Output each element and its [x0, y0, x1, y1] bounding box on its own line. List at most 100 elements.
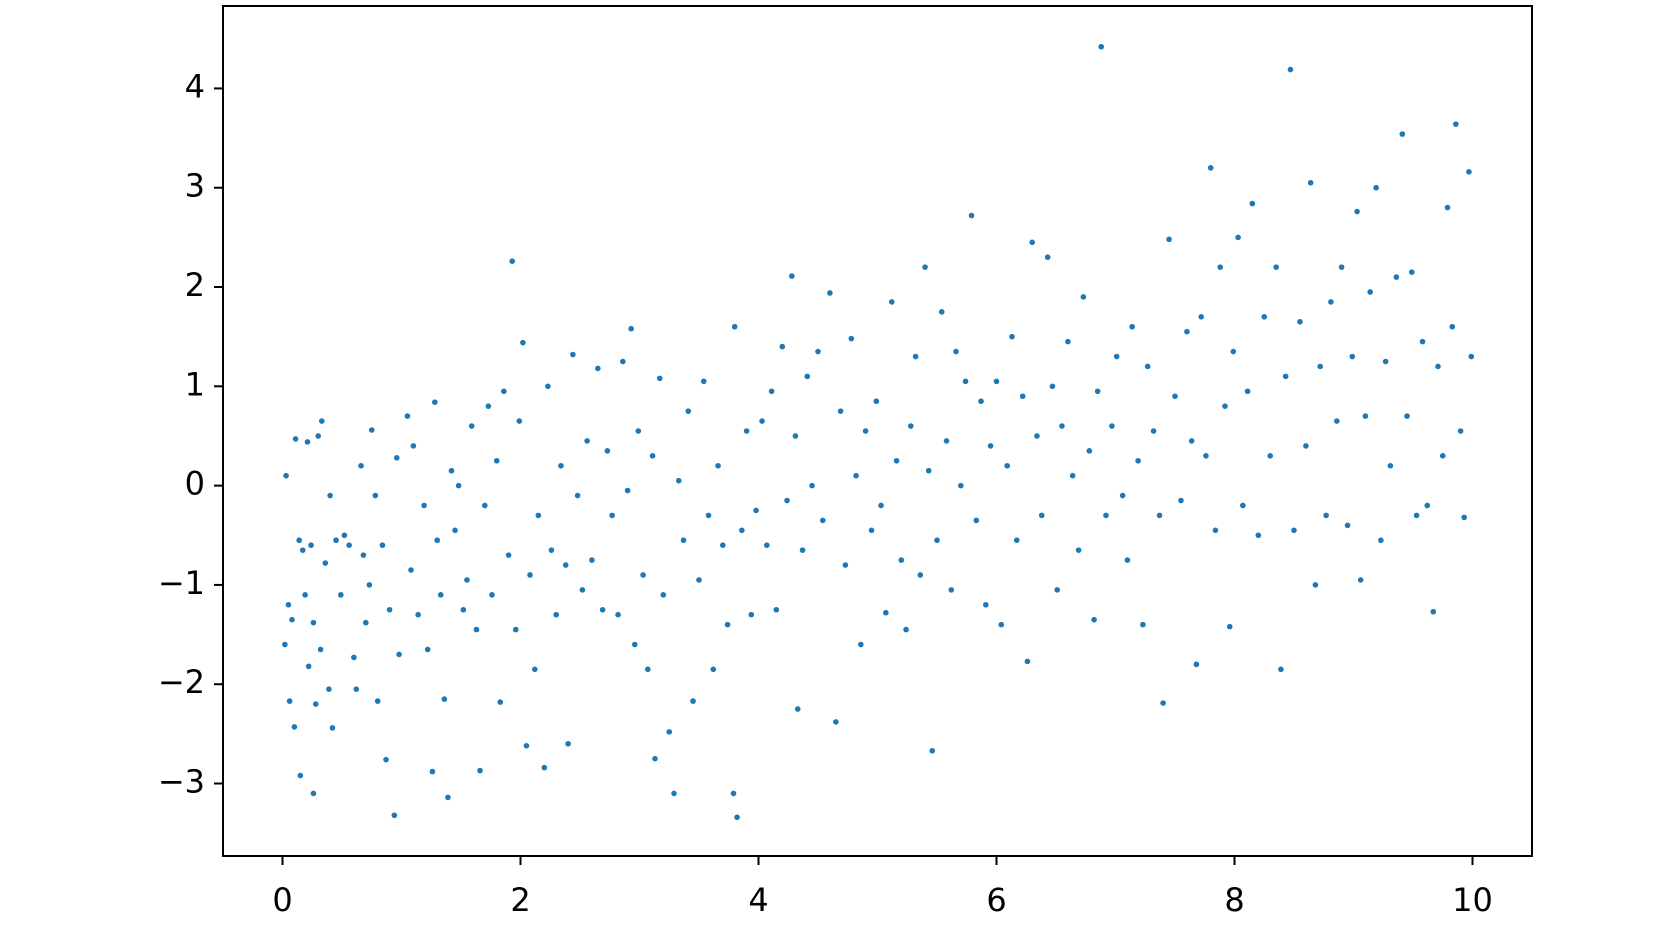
scatter-point — [724, 621, 731, 628]
scatter-point — [1387, 462, 1394, 469]
scatter-point — [1207, 165, 1214, 171]
scatter-point — [1409, 269, 1415, 275]
scatter-point — [1160, 700, 1166, 706]
scatter-point — [903, 626, 909, 633]
scatter-point — [1198, 314, 1204, 320]
scatter-point — [1282, 373, 1289, 380]
scatter-point — [948, 587, 955, 593]
scatter-point — [1261, 314, 1268, 320]
scatter-point — [968, 212, 975, 219]
scatter-point — [448, 467, 455, 474]
scatter-point — [1334, 418, 1340, 424]
scatter-point — [527, 572, 533, 578]
scatter-point — [304, 439, 311, 445]
scatter-point — [1172, 393, 1178, 400]
scatter-point — [1244, 388, 1251, 395]
scatter-point — [1291, 527, 1297, 534]
scatter-point — [631, 641, 638, 648]
scatter-point — [1303, 443, 1309, 449]
scatter-point — [1393, 274, 1400, 280]
scatter-point — [327, 492, 333, 499]
scatter-point — [604, 448, 611, 454]
scatter-point — [393, 455, 400, 461]
scatter-point — [1119, 492, 1126, 499]
scatter-point — [809, 482, 815, 489]
scatter-point — [853, 472, 859, 479]
scatter-point — [512, 626, 519, 633]
scatter-point — [888, 299, 895, 305]
scatter-point — [305, 663, 312, 670]
scatter-point — [1222, 403, 1228, 409]
scatter-point — [1135, 457, 1141, 464]
scatter-point — [535, 512, 542, 519]
scatter-point — [497, 699, 504, 705]
scatter-point — [1328, 299, 1334, 305]
scatter-point — [624, 487, 631, 494]
scatter-point — [545, 383, 551, 390]
scatter-point — [485, 403, 492, 409]
scatter-point — [505, 552, 512, 558]
plot-frame — [222, 5, 1533, 857]
scatter-point — [1404, 413, 1410, 419]
x-tick-label: 0 — [272, 881, 292, 919]
scatter-point — [730, 790, 737, 797]
scatter-point — [1273, 264, 1279, 270]
scatter-point — [1103, 512, 1109, 519]
scatter-point — [520, 339, 526, 346]
scatter-point — [1453, 121, 1459, 127]
scatter-point — [1184, 328, 1190, 335]
scatter-point — [609, 512, 615, 519]
scatter-point — [368, 427, 375, 433]
scatter-point — [878, 502, 884, 509]
scatter-point — [441, 696, 448, 702]
scatter-point — [558, 462, 564, 469]
scatter-point — [383, 756, 389, 763]
scatter-point — [404, 413, 411, 419]
scatter-point — [666, 729, 673, 735]
scatter-point — [799, 547, 806, 553]
scatter-point — [286, 698, 293, 704]
scatter-point — [584, 438, 590, 444]
scatter-point — [1338, 264, 1345, 270]
scatter-point — [925, 467, 932, 474]
scatter-point — [341, 532, 348, 539]
scatter-point — [1080, 294, 1087, 300]
x-tick-label: 10 — [1452, 881, 1493, 919]
scatter-point — [464, 577, 470, 583]
scatter-point — [1049, 383, 1056, 390]
scatter-point — [313, 701, 319, 707]
scatter-point — [493, 457, 500, 464]
scatter-point — [908, 423, 914, 429]
scatter-point — [784, 497, 790, 504]
scatter-point — [432, 399, 438, 406]
scatter-point — [1312, 582, 1319, 588]
scatter-point — [789, 273, 795, 279]
scatter-point — [516, 418, 523, 424]
scatter-point — [819, 517, 826, 524]
scatter-point — [482, 502, 488, 509]
scatter-point — [858, 641, 864, 648]
scatter-point — [720, 542, 726, 548]
scatter-point — [929, 747, 936, 754]
scatter-point — [1188, 438, 1195, 444]
scatter-point — [628, 325, 634, 332]
scatter-point — [351, 654, 357, 661]
scatter-point — [1382, 358, 1389, 365]
scatter-point — [982, 601, 989, 608]
scatter-point — [1413, 512, 1420, 519]
scatter-point — [523, 742, 530, 749]
x-tick-label: 4 — [748, 881, 768, 919]
scatter-point — [1193, 661, 1200, 668]
scatter-point — [346, 542, 352, 548]
scatter-point — [360, 552, 367, 558]
scatter-point — [1065, 338, 1071, 345]
scatter-point — [589, 557, 595, 563]
scatter-point — [1150, 428, 1157, 434]
y-tick-label: 0 — [185, 465, 205, 503]
scatter-point — [837, 408, 844, 414]
scatter-point — [391, 812, 398, 819]
scatter-point — [794, 706, 801, 712]
scatter-point — [282, 641, 288, 648]
scatter-point — [353, 686, 360, 692]
scatter-point — [1044, 254, 1051, 261]
